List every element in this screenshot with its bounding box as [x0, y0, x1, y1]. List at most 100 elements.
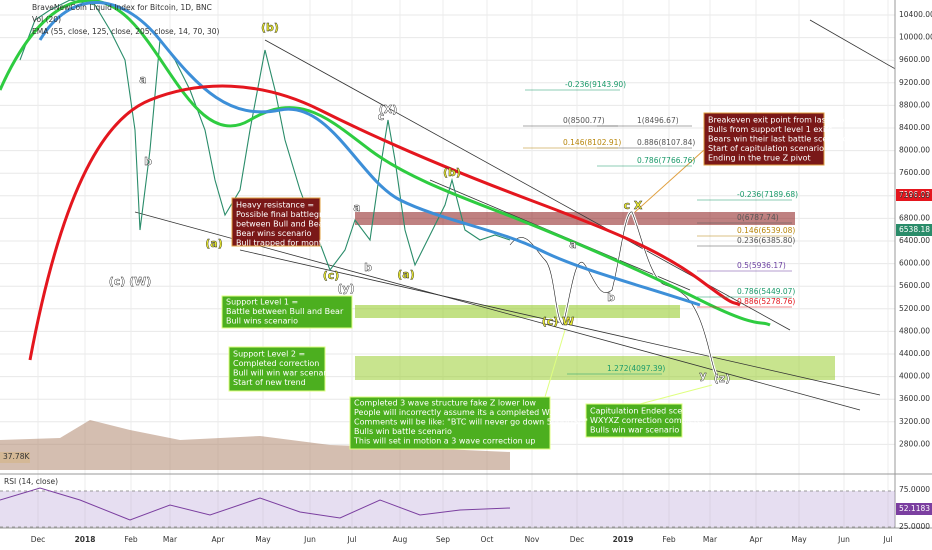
annotation-text: Completed 3 wave structure fake Z lower …: [354, 399, 536, 408]
annotation-text: Bears win their last battle scenario: [708, 135, 848, 144]
annotation-text: Ending in the true Z pivot: [708, 154, 811, 163]
annotation-text: Breakeven exit point from last drop: [708, 116, 850, 125]
time-tick-label: 2018: [75, 535, 96, 544]
annotation-text: Completed correction: [233, 359, 319, 368]
time-tick-label: May: [255, 535, 271, 544]
wave-label: (a): [205, 237, 222, 250]
support-zone-1: [355, 305, 680, 318]
annotation-box: [703, 112, 825, 166]
fib-label: 0.236(6385.80): [737, 236, 795, 245]
wave-label: (b): [261, 21, 279, 34]
fib-label: 0(8500.77): [563, 116, 605, 125]
annotations: Heavy resistance =Possible final battleg…: [226, 116, 850, 446]
wave-label: b: [144, 155, 152, 168]
time-tick-label: Nov: [525, 535, 540, 544]
annotation-text: Comments will be like: "BTC will never g…: [354, 418, 588, 427]
fib-label: 0.5(5936.17): [737, 261, 786, 270]
annotation-text: Capitulation Ended scenario: [590, 407, 703, 416]
wave-label: (y): [337, 282, 354, 295]
price-tick-label: 10000.00: [899, 33, 932, 42]
price-tick-label: 8800.00: [899, 100, 930, 109]
time-tick-label: Jul: [346, 535, 356, 544]
price-tick-label: 9200.00: [899, 78, 930, 87]
wave-label: (b): [443, 166, 461, 179]
wave-label: (a): [397, 268, 414, 281]
annotation-text: People will incorrectly assume its a com…: [354, 408, 572, 417]
time-tick-label: 2019: [613, 535, 634, 544]
rsi-value: 52.1183: [899, 504, 930, 513]
price-tick-label: 6800.00: [899, 213, 930, 222]
wave-label: c X: [624, 199, 643, 212]
rsi-lower-label: 25.0000: [899, 522, 930, 531]
time-tick-label: Feb: [124, 535, 138, 544]
volume-badge: [0, 452, 30, 463]
time-tick-label: Oct: [481, 535, 494, 544]
wave-label: a: [569, 238, 576, 251]
annotation-box: [585, 403, 683, 438]
price-tick-label: 8400.00: [899, 123, 930, 132]
annotation-text: Support Level 1 =: [226, 298, 298, 307]
annotation-text: Bear wins scenario: [236, 229, 312, 238]
price-tick-label: 8000.00: [899, 146, 930, 155]
annotation-text: Bull will win war scenario: [233, 369, 334, 378]
time-tick-label: Apr: [212, 535, 226, 544]
projection-outline: [509, 211, 719, 379]
ema-125: [38, 1, 701, 307]
price-tick-label: 7600.00: [899, 168, 930, 177]
rsi-title: RSI (14, close): [4, 477, 58, 486]
annotation-text: This will set in motion a 3 wave correct…: [353, 437, 535, 446]
price-tick-label: 7200.00: [899, 191, 930, 200]
price-tick-label: 5200.00: [899, 304, 930, 313]
wave-label: c: [378, 110, 385, 123]
callout: [639, 384, 713, 405]
time-tick-label: Dec: [570, 535, 585, 544]
time-tick-label: Sep: [436, 535, 450, 544]
wave-label: y: [699, 369, 706, 382]
callout: [634, 149, 705, 213]
price-axis: [895, 0, 932, 550]
time-tick-label: Mar: [163, 535, 178, 544]
price-tick-label: 2800.00: [899, 439, 930, 448]
fib-label: 0.146(8102.91): [563, 138, 621, 147]
fib-label: 1(8496.67): [637, 116, 679, 125]
annotation-text: Bulls from support level 1 exits: [708, 125, 832, 134]
price-tick-label: 5600.00: [899, 281, 930, 290]
price-tick-label: 6400.00: [899, 236, 930, 245]
price-tick-label: 4400.00: [899, 349, 930, 358]
annotation-text: Start of new trend: [233, 378, 306, 387]
time-tick-label: Jun: [837, 535, 850, 544]
price-tick-label: 3200.00: [899, 417, 930, 426]
callout: [544, 329, 566, 398]
rsi-line: [0, 487, 511, 521]
annotation-box: [349, 396, 551, 450]
rsi-badge: [896, 503, 932, 515]
ema-55: [0, 0, 771, 327]
wave-label: (c): [323, 269, 340, 282]
fib-label: 0.146(6539.08): [737, 226, 795, 235]
wave-labels: (b) a b (c) (W) (a) (X)c a b (c)(y) (b) (a) a b (c) W…: [109, 21, 731, 385]
annotation-text: Bull wins scenario: [226, 317, 298, 326]
last-price: 7196.03: [899, 190, 930, 199]
support-price: 6538.18: [899, 225, 930, 234]
support-zone-2: [355, 356, 835, 380]
wave-label: b: [364, 261, 372, 274]
price-tick-label: 9600.00: [899, 55, 930, 64]
price-tick-label: 4800.00: [899, 326, 930, 335]
fib-label: 0.886(8107.84): [637, 138, 695, 147]
annotation-text: Bull trapped for months: [236, 239, 331, 248]
price-tick-label: 3600.00: [899, 394, 930, 403]
price-badge: [896, 224, 932, 236]
time-tick-label: Jul: [882, 535, 892, 544]
fib-label: -0.236(9143.90): [565, 80, 626, 89]
ema-indicator: EMA (55, close, 125, close, 205, close, …: [32, 27, 220, 36]
fib-labels: -0.236(9143.90) 0(8500.77) 1(8496.67) 0.886…: [523, 80, 798, 375]
rsi-upper-label: 75.0000: [899, 485, 930, 494]
annotation-box: [221, 295, 353, 329]
price-tick-label: 10400.00: [899, 10, 932, 19]
price-line: [19, 0, 511, 272]
fib-label: 0.786(5449.07): [737, 287, 795, 296]
price-tick-label: 6000.00: [899, 259, 930, 268]
time-tick-label: Mar: [703, 535, 718, 544]
time-tick-label: May: [791, 535, 807, 544]
